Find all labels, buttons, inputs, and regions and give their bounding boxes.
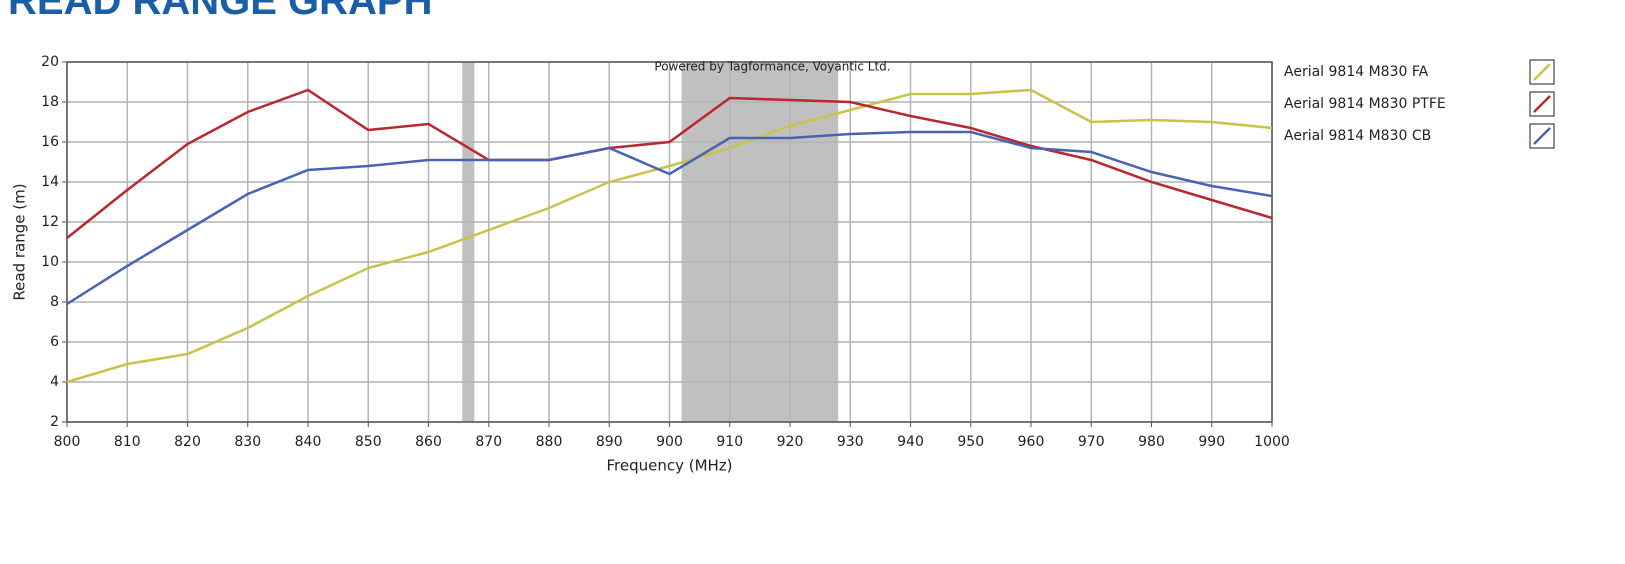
annotation: Powered by Tagformance, Voyantic Ltd.: [654, 60, 890, 74]
y-tick-label: 20: [41, 54, 59, 70]
x-tick-label: 950: [957, 434, 984, 450]
x-tick-label: 850: [355, 434, 382, 450]
x-axis-label: Frequency (MHz): [606, 457, 732, 475]
x-tick-label: 800: [54, 434, 81, 450]
legend-swatch: [1533, 95, 1551, 113]
y-tick-label: 8: [50, 294, 59, 310]
y-tick-label: 6: [50, 334, 59, 350]
x-tick-label: 870: [475, 434, 502, 450]
frequency-band: [462, 62, 475, 422]
x-tick-label: 960: [1018, 434, 1045, 450]
x-tick-label: 890: [596, 434, 623, 450]
y-tick-label: 16: [41, 134, 59, 150]
y-tick-label: 12: [41, 214, 59, 230]
y-tick-label: 14: [41, 174, 59, 190]
y-tick-label: 2: [50, 414, 59, 430]
y-tick-label: 4: [50, 374, 59, 390]
series-line: [66, 88, 1273, 384]
x-tick-label: 990: [1198, 434, 1225, 450]
x-tick-label: 840: [295, 434, 322, 450]
x-tick-label: 970: [1078, 434, 1105, 450]
frequency-band: [681, 62, 839, 422]
y-tick-label: 10: [41, 254, 59, 270]
x-tick-label: 810: [114, 434, 141, 450]
x-tick-label: 880: [536, 434, 563, 450]
x-tick-label: 830: [234, 434, 261, 450]
legend-label: Aerial 9814 M830 CB: [1284, 128, 1431, 144]
series-line: [66, 130, 1273, 306]
x-tick-label: 920: [777, 434, 804, 450]
series-line: [66, 88, 1273, 239]
legend-swatch: [1533, 63, 1551, 81]
y-tick-label: 18: [41, 94, 59, 110]
x-tick-label: 930: [837, 434, 864, 450]
legend-swatch: [1533, 127, 1551, 145]
x-tick-label: 980: [1138, 434, 1165, 450]
legend-label: Aerial 9814 M830 FA: [1284, 64, 1429, 80]
x-tick-label: 820: [174, 434, 201, 450]
plot-frame: [66, 61, 1273, 423]
x-tick-label: 860: [415, 434, 442, 450]
x-tick-label: 910: [716, 434, 743, 450]
legend-label: Aerial 9814 M830 PTFE: [1284, 96, 1446, 112]
y-axis-label: Read range (m): [11, 183, 29, 300]
x-tick-label: 1000: [1254, 434, 1290, 450]
x-tick-label: 900: [656, 434, 683, 450]
x-tick-label: 940: [897, 434, 924, 450]
chart-title: READ RANGE GRAPH: [8, 0, 432, 23]
